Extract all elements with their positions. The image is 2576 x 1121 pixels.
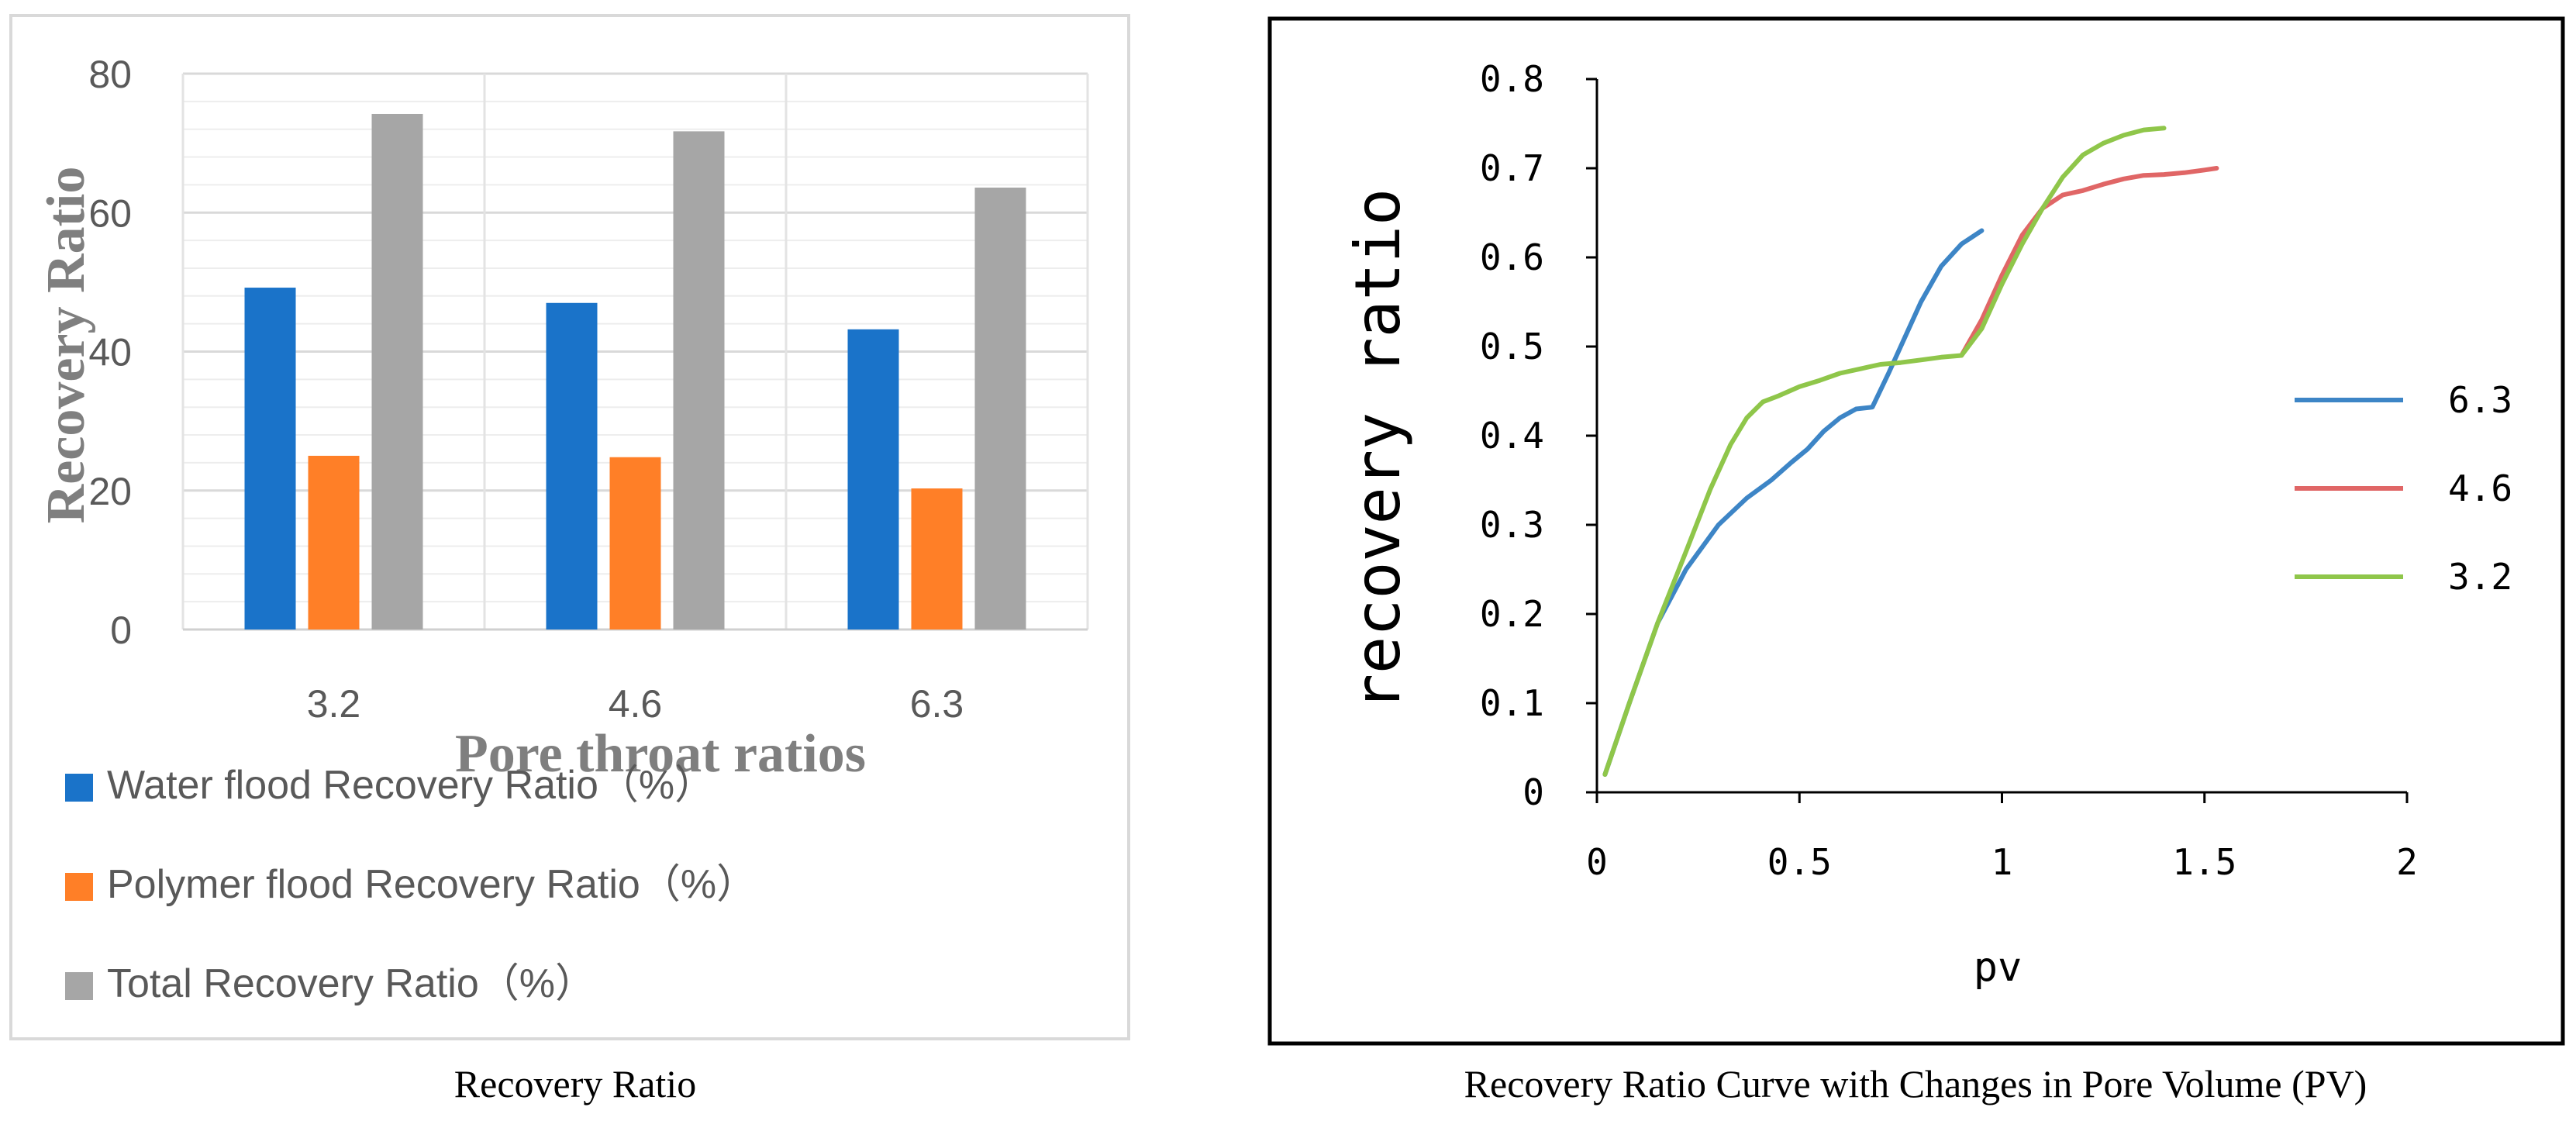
bar-chart-y-axis-title: Recovery Ratio <box>36 167 96 524</box>
legend-label: 3.2 <box>2448 556 2512 598</box>
bar <box>308 455 360 629</box>
bar-chart-bars <box>244 113 1026 630</box>
y-tick-label: 20 <box>88 470 132 513</box>
y-tick-label: 0 <box>1522 771 1544 813</box>
bar-chart-x-axis-title: Pore throat ratios <box>455 724 866 784</box>
line-chart-x-axis-title: pv <box>1974 944 2023 991</box>
y-tick-label: 0.7 <box>1480 147 1544 189</box>
y-tick-label: 0.4 <box>1480 415 1544 457</box>
y-tick-label: 0.5 <box>1480 326 1544 367</box>
legend-swatch <box>65 774 93 802</box>
legend-label: 4.6 <box>2448 467 2512 509</box>
x-tick-label: 2 <box>2396 841 2418 883</box>
line-chart-frame <box>1267 16 2565 1046</box>
bar <box>546 302 598 629</box>
bar-chart-x-tick-labels: 3.2 4.6 6.3 <box>307 682 964 726</box>
line-chart-axes <box>1586 78 2409 803</box>
bar-chart-caption: Recovery Ratio <box>454 1062 696 1105</box>
legend-label: Water flood Recovery Ratio（%） <box>107 763 715 808</box>
y-tick-label: 60 <box>88 191 132 235</box>
line-chart-y-axis-title: recovery ratio <box>1342 188 1414 711</box>
x-tick-label: 3.2 <box>307 682 361 726</box>
line-chart-y-tick-labels: 0 0.1 0.2 0.3 0.4 0.5 0.6 0.7 0.8 <box>1480 58 1544 813</box>
bar-chart-y-tick-labels: 0 20 40 60 80 <box>88 53 132 652</box>
y-tick-label: 0.6 <box>1480 236 1544 278</box>
bar <box>974 187 1026 630</box>
bar <box>244 288 296 629</box>
line-chart-legend: 6.3 4.6 3.2 <box>2295 379 2512 598</box>
y-tick-label: 0 <box>110 609 132 652</box>
y-tick-label: 0.2 <box>1480 593 1544 635</box>
y-tick-label: 0.3 <box>1480 504 1544 546</box>
series-line-4-6 <box>1959 166 2219 358</box>
x-tick-label: 4.6 <box>609 682 663 726</box>
bar-chart-legend: Water flood Recovery Ratio（%） Polymer flo… <box>65 763 757 1006</box>
line-chart-series <box>1602 126 2219 777</box>
y-tick-label: 40 <box>88 331 132 374</box>
bar <box>847 329 899 629</box>
legend-label: Polymer flood Recovery Ratio（%） <box>107 862 757 907</box>
series-line-3-2 <box>1602 126 2167 777</box>
series-line-6-3 <box>1602 228 1985 777</box>
y-tick-label: 80 <box>88 53 132 96</box>
x-tick-label: 0.5 <box>1767 841 1832 883</box>
y-tick-label: 0.8 <box>1480 58 1544 100</box>
legend-swatch <box>65 972 93 1000</box>
bar <box>673 131 725 630</box>
line-chart-panel: 0 0.1 0.2 0.3 0.4 0.5 0.6 0.7 0.8 0 0.5 1 1.5 2 reco… <box>1267 16 2565 1046</box>
x-tick-label: 6.3 <box>910 682 964 726</box>
legend-label: Total Recovery Ratio（%） <box>107 961 595 1006</box>
bar <box>911 488 963 629</box>
bar <box>609 457 661 629</box>
legend-swatch <box>65 873 93 901</box>
y-tick-label: 0.1 <box>1480 682 1544 724</box>
x-tick-label: 1 <box>1991 841 2013 883</box>
x-tick-label: 1.5 <box>2172 841 2236 883</box>
line-chart-x-tick-labels: 0 0.5 1 1.5 2 <box>1586 841 2418 883</box>
line-chart-caption: Recovery Ratio Curve with Changes in Por… <box>1464 1062 2367 1105</box>
x-tick-label: 0 <box>1586 841 1608 883</box>
bar <box>371 113 423 630</box>
legend-label: 6.3 <box>2448 379 2512 421</box>
bar-chart-panel: 0 20 40 60 80 3.2 4.6 6.3 Pore throat ratios R… <box>9 14 1130 1040</box>
